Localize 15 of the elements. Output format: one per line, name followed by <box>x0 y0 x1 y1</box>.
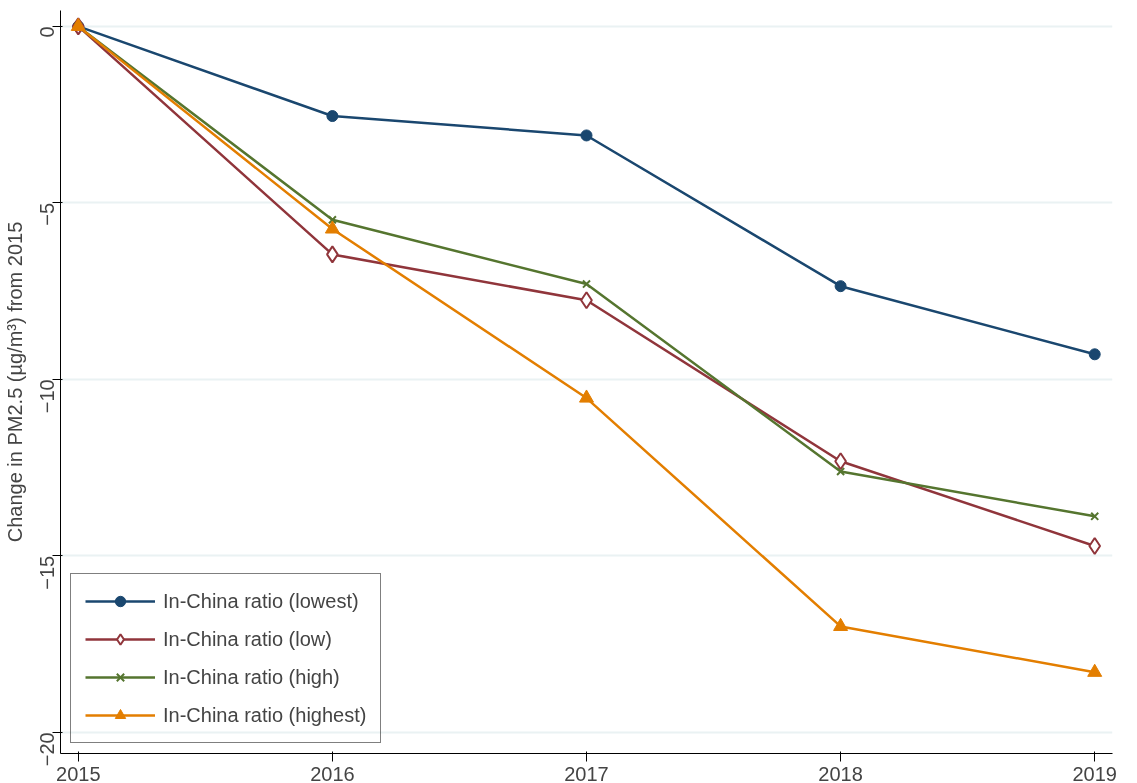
legend-label: In-China ratio (highest) <box>163 703 367 727</box>
x-tick-label: 2015 <box>56 762 101 783</box>
y-tick-label: −5 <box>36 202 59 226</box>
y-tick-label: 0 <box>36 26 59 38</box>
legend-label: In-China ratio (high) <box>163 665 340 689</box>
x-tick-label: 2018 <box>818 762 863 783</box>
legend-label: In-China ratio (low) <box>163 627 332 651</box>
x-tick-label: 2016 <box>310 762 355 783</box>
x-tick-label: 2017 <box>564 762 609 783</box>
y-axis-title: Change in PM2.5 (µg/m³) from 2015 <box>3 221 26 543</box>
legend-label: In-China ratio (lowest) <box>163 589 359 613</box>
y-tick-label: −20 <box>36 732 59 767</box>
y-tick-label: −15 <box>36 555 59 590</box>
y-tick-label: −10 <box>36 379 59 414</box>
x-tick-label: 2019 <box>1072 762 1117 783</box>
